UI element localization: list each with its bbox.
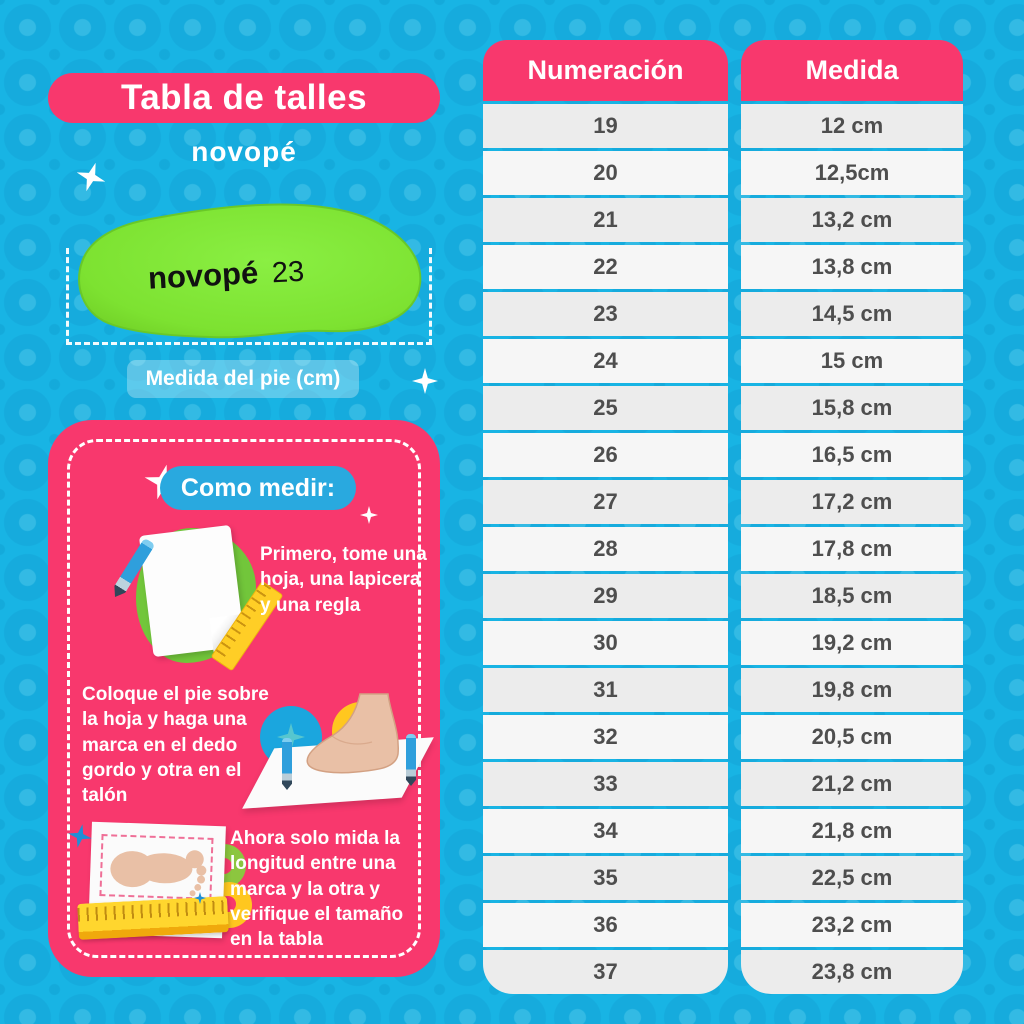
table-cell-medida: 17,8 cm xyxy=(741,527,963,571)
table-cell-numeracion: 36 xyxy=(483,903,728,947)
foot-measure-caption-badge: Medida del pie (cm) xyxy=(127,360,359,398)
insole-size-label: 23 xyxy=(271,256,305,290)
table-cell-numeracion: 37 xyxy=(483,950,728,994)
step-1-text: Primero, tome una hoja, una lapicera y u… xyxy=(260,544,427,616)
paper-sheet-icon xyxy=(88,821,226,939)
pen-icon xyxy=(406,734,416,786)
table-cell-numeracion: 24 xyxy=(483,339,728,383)
table-cell-numeracion: 21 xyxy=(483,198,728,242)
table-cell-numeracion: 32 xyxy=(483,715,728,759)
table-cell-medida: 21,2 cm xyxy=(741,762,963,806)
table-cell-medida: 13,2 cm xyxy=(741,198,963,242)
step-2-text: Coloque el pie sobre la hoja y haga una … xyxy=(82,684,269,807)
table-cell-numeracion: 29 xyxy=(483,574,728,618)
table-cell-numeracion: 26 xyxy=(483,433,728,477)
insole-image: novopé 23 xyxy=(78,203,422,339)
how-to-panel: Como medir: Primero, tome una hoja, una … xyxy=(48,420,440,977)
table-cell-numeracion: 27 xyxy=(483,480,728,524)
table-cell-medida: 22,5 cm xyxy=(741,856,963,900)
table-cell-medida: 14,5 cm xyxy=(741,292,963,336)
table-cell-medida: 20,5 cm xyxy=(741,715,963,759)
table-cell-numeracion: 28 xyxy=(483,527,728,571)
table-cell-medida: 15,8 cm xyxy=(741,386,963,430)
foot-on-paper-illustration xyxy=(242,692,442,827)
table-cell-medida: 19,8 cm xyxy=(741,668,963,712)
table-cell-numeracion: 23 xyxy=(483,292,728,336)
table-cell-numeracion: 20 xyxy=(483,151,728,195)
panel-dashed-border xyxy=(67,439,421,958)
table-cell-numeracion: 25 xyxy=(483,386,728,430)
table-cell-medida: 12 cm xyxy=(741,104,963,148)
sole-measure-illustration xyxy=(74,808,252,966)
table-cell-numeracion: 22 xyxy=(483,245,728,289)
how-to-title-pill: Como medir: xyxy=(160,466,356,510)
foot-side-image xyxy=(306,693,399,774)
table-cell-medida: 16,5 cm xyxy=(741,433,963,477)
page-title: Tabla de talles xyxy=(120,78,368,117)
brand-logo: novopé xyxy=(191,136,297,167)
sparkle-icon xyxy=(412,368,438,394)
table-cell-medida: 21,8 cm xyxy=(741,809,963,853)
table-cell-numeracion: 19 xyxy=(483,104,728,148)
column-header-numeracion: Numeración xyxy=(483,40,728,101)
table-cell-numeracion: 34 xyxy=(483,809,728,853)
size-table-grid: Numeración Medida 19 12 cm 20 12,5cm 21 … xyxy=(483,40,963,994)
table-cell-medida: 12,5cm xyxy=(741,151,963,195)
measure-dashed-box xyxy=(66,248,432,345)
step-3-text: Ahora solo mida la longitud entre una ma… xyxy=(230,828,404,951)
foot-measure-caption: Medida del pie (cm) xyxy=(145,367,341,390)
page-title-pill: Tabla de talles xyxy=(48,73,440,123)
column-header-medida: Medida xyxy=(741,40,963,101)
table-cell-numeracion: 33 xyxy=(483,762,728,806)
table-cell-medida: 15 cm xyxy=(741,339,963,383)
table-cell-numeracion: 31 xyxy=(483,668,728,712)
pen-icon xyxy=(282,738,292,790)
paper-pen-ruler-illustration xyxy=(118,518,284,678)
table-cell-medida: 23,2 cm xyxy=(741,903,963,947)
table-cell-medida: 23,8 cm xyxy=(741,950,963,994)
table-cell-numeracion: 35 xyxy=(483,856,728,900)
table-cell-medida: 13,8 cm xyxy=(741,245,963,289)
table-cell-numeracion: 30 xyxy=(483,621,728,665)
table-cell-medida: 19,2 cm xyxy=(741,621,963,665)
foot-sole-image xyxy=(110,850,207,897)
insole-brand-label: novopé xyxy=(147,255,259,296)
table-cell-medida: 18,5 cm xyxy=(741,574,963,618)
table-cell-medida: 17,2 cm xyxy=(741,480,963,524)
how-to-title: Como medir: xyxy=(180,473,336,502)
